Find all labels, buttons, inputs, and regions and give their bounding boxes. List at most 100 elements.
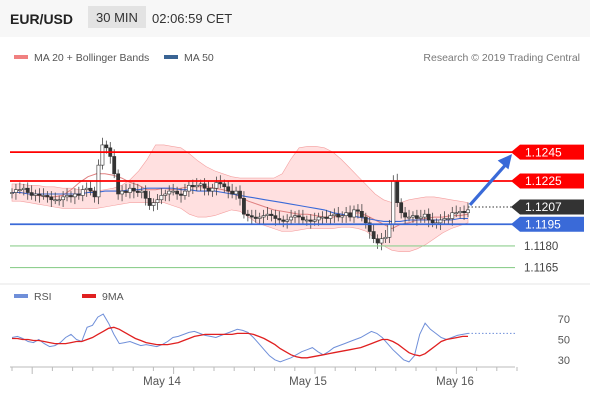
candle-body (147, 198, 152, 206)
candle-body (222, 183, 227, 188)
level-tag-1-1245 (511, 144, 584, 160)
candle-body (359, 211, 364, 218)
candle (446, 214, 451, 225)
candle (183, 183, 187, 200)
candle (300, 209, 305, 225)
candle (454, 205, 459, 218)
candle-body (131, 187, 136, 192)
candle-body (218, 182, 223, 185)
level-tag-1-1207 (511, 199, 584, 215)
candle-body (53, 199, 58, 202)
candle (356, 204, 360, 219)
candle (328, 211, 333, 225)
candle (53, 192, 58, 205)
candle (285, 214, 290, 229)
legend-label-ma50: MA 50 (184, 52, 214, 64)
candle (230, 183, 235, 199)
candle-body (210, 187, 215, 192)
level-label-1-1165: 1.1165 (524, 263, 558, 275)
candle-body (442, 218, 447, 221)
candle (17, 182, 22, 194)
rsi-line (11, 313, 469, 363)
candle-body (88, 187, 93, 192)
candle (151, 198, 156, 212)
candle (320, 211, 325, 225)
candle (84, 182, 89, 197)
candle-body (17, 189, 22, 191)
candle (92, 186, 97, 203)
candle-body (454, 212, 459, 215)
level-label-1-1225: 1.1225 (525, 174, 562, 188)
candle-body (139, 190, 144, 193)
candle-body (183, 190, 187, 196)
candle-body (72, 193, 77, 198)
candle-body (238, 190, 242, 199)
candle-body (45, 195, 50, 198)
x-tick-may-16: May 16 (436, 376, 474, 388)
forecast-arrow-line (468, 162, 509, 207)
legend-label-bb: MA 20 + Bollinger Bands (34, 52, 149, 64)
candle-body (25, 187, 30, 193)
candle (289, 209, 294, 225)
candle (261, 209, 266, 225)
timeframe-button[interactable]: 30 MIN (88, 6, 146, 28)
candle (186, 181, 191, 197)
candle (226, 181, 231, 199)
candle (214, 176, 219, 196)
candle (234, 186, 238, 200)
candle-body (304, 219, 309, 222)
candle-body (202, 183, 207, 189)
level-label-1-1245: 1.1245 (525, 145, 562, 159)
candle-body (281, 219, 286, 222)
chart-header: EUR/USD 30 MIN 02:06:59 CET (0, 0, 590, 37)
legend-swatch-9ma (82, 294, 96, 298)
candle (253, 209, 258, 223)
candle-body (143, 190, 148, 199)
candle (76, 186, 81, 200)
candle (175, 186, 180, 200)
candle-body (206, 187, 211, 192)
rsi-tick-30: 30 (558, 355, 570, 367)
candle (37, 188, 42, 203)
candle-body (61, 196, 66, 201)
candle-body (65, 195, 69, 198)
candle-body (328, 215, 333, 219)
candle-body (320, 216, 325, 219)
candle-body (21, 187, 26, 190)
candle (273, 209, 278, 226)
candle (414, 209, 419, 226)
candle-body (285, 219, 290, 222)
candle-body (230, 190, 235, 195)
level-label-1-1195: 1.1195 (525, 217, 561, 231)
candle-body (340, 215, 345, 218)
candle-body (414, 215, 419, 219)
candle-body (186, 185, 191, 192)
candle (80, 185, 85, 202)
candle-body (190, 185, 195, 188)
legend-swatch-rsi (14, 294, 28, 298)
candle (367, 217, 372, 239)
candle (418, 209, 423, 223)
candle (340, 211, 345, 223)
candle-body (151, 202, 156, 206)
candle (147, 191, 152, 210)
candle (242, 191, 246, 219)
candle-body (466, 209, 470, 214)
candle (190, 179, 195, 194)
candle (41, 188, 46, 200)
candle (238, 185, 242, 206)
candle-body (430, 219, 435, 224)
candle-body (175, 190, 180, 195)
candle (14, 183, 18, 200)
candle-body (367, 222, 372, 232)
candle-body (159, 195, 164, 201)
candle (352, 205, 356, 223)
candle (135, 183, 140, 197)
candle-body (289, 216, 294, 221)
candle-body (399, 202, 404, 214)
candle (363, 212, 368, 229)
candle-body (450, 212, 455, 219)
candle-body (300, 216, 305, 221)
candle (344, 206, 349, 223)
candle (245, 209, 250, 222)
